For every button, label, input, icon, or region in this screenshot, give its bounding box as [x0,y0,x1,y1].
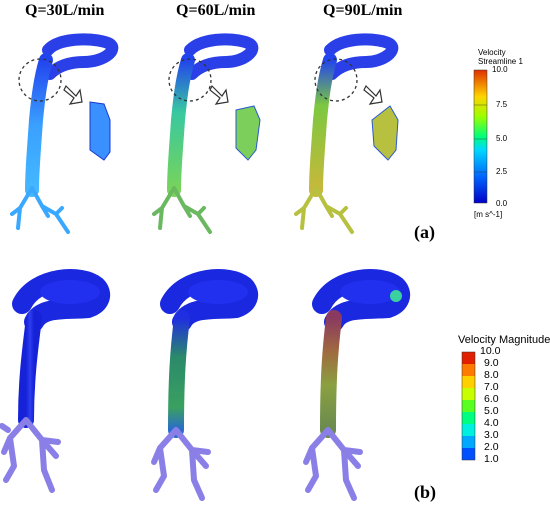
colorbar-a-tick: 0.0 [496,199,508,208]
colorbar-a-tick: 7.5 [496,100,508,109]
title-q60: Q=60L/min [176,2,256,19]
colorbar-a-tick: 5.0 [496,134,508,143]
colorbar-b-tick: 10.0 [480,345,501,357]
highlight-circle-q90 [314,58,358,102]
colorbar-b-tick: 1.0 [484,453,499,465]
colorbar-b-tick: 4.0 [484,417,499,429]
panel-label-b: (b) [414,482,436,502]
streamline-model-q60 [152,33,259,234]
colorbar-a [473,69,488,204]
colorbar-b-tick: 8.0 [484,369,499,381]
colorbar-b-tick: 6.0 [484,393,499,405]
colorbar-b-tick: 7.0 [484,381,499,393]
highlight-circle-q60 [168,58,212,102]
highlight-circle-q30 [18,58,62,102]
surface-model-q60 [151,269,259,501]
title-q30: Q=30L/min [25,2,105,19]
surface-model-q30 [0,269,111,493]
colorbar-b-tick: 2.0 [484,441,499,453]
surface-model-q90 [303,269,411,501]
panel-label-a: (a) [414,222,435,242]
streamline-model-q30 [10,33,119,234]
title-q90: Q=90L/min [323,2,403,19]
colorbar-b [461,351,476,461]
zoom-inset-q30 [89,101,111,161]
colorbar-a-title-2: Streamline 1 [478,57,523,66]
colorbar-b-tick: 3.0 [484,429,499,441]
colorbar-a-tick: 10.0 [492,65,508,74]
colorbar-a-tick: 2.5 [496,167,508,176]
colorbar-b-tick: 9.0 [484,357,499,369]
zoom-arrow-icon [209,84,229,105]
zoom-inset-q90 [371,105,399,161]
streamline-model-q90 [294,33,399,234]
colorbar-a-units: [m s^-1] [474,210,503,219]
colorbar-b-tick: 5.0 [484,405,499,417]
zoom-arrow-icon [363,84,383,105]
zoom-inset-q60 [235,105,261,161]
zoom-arrow-icon [63,84,83,105]
colorbar-b-title: Velocity Magnitude [458,334,550,346]
colorbar-a-title-1: Velocity [478,48,506,57]
